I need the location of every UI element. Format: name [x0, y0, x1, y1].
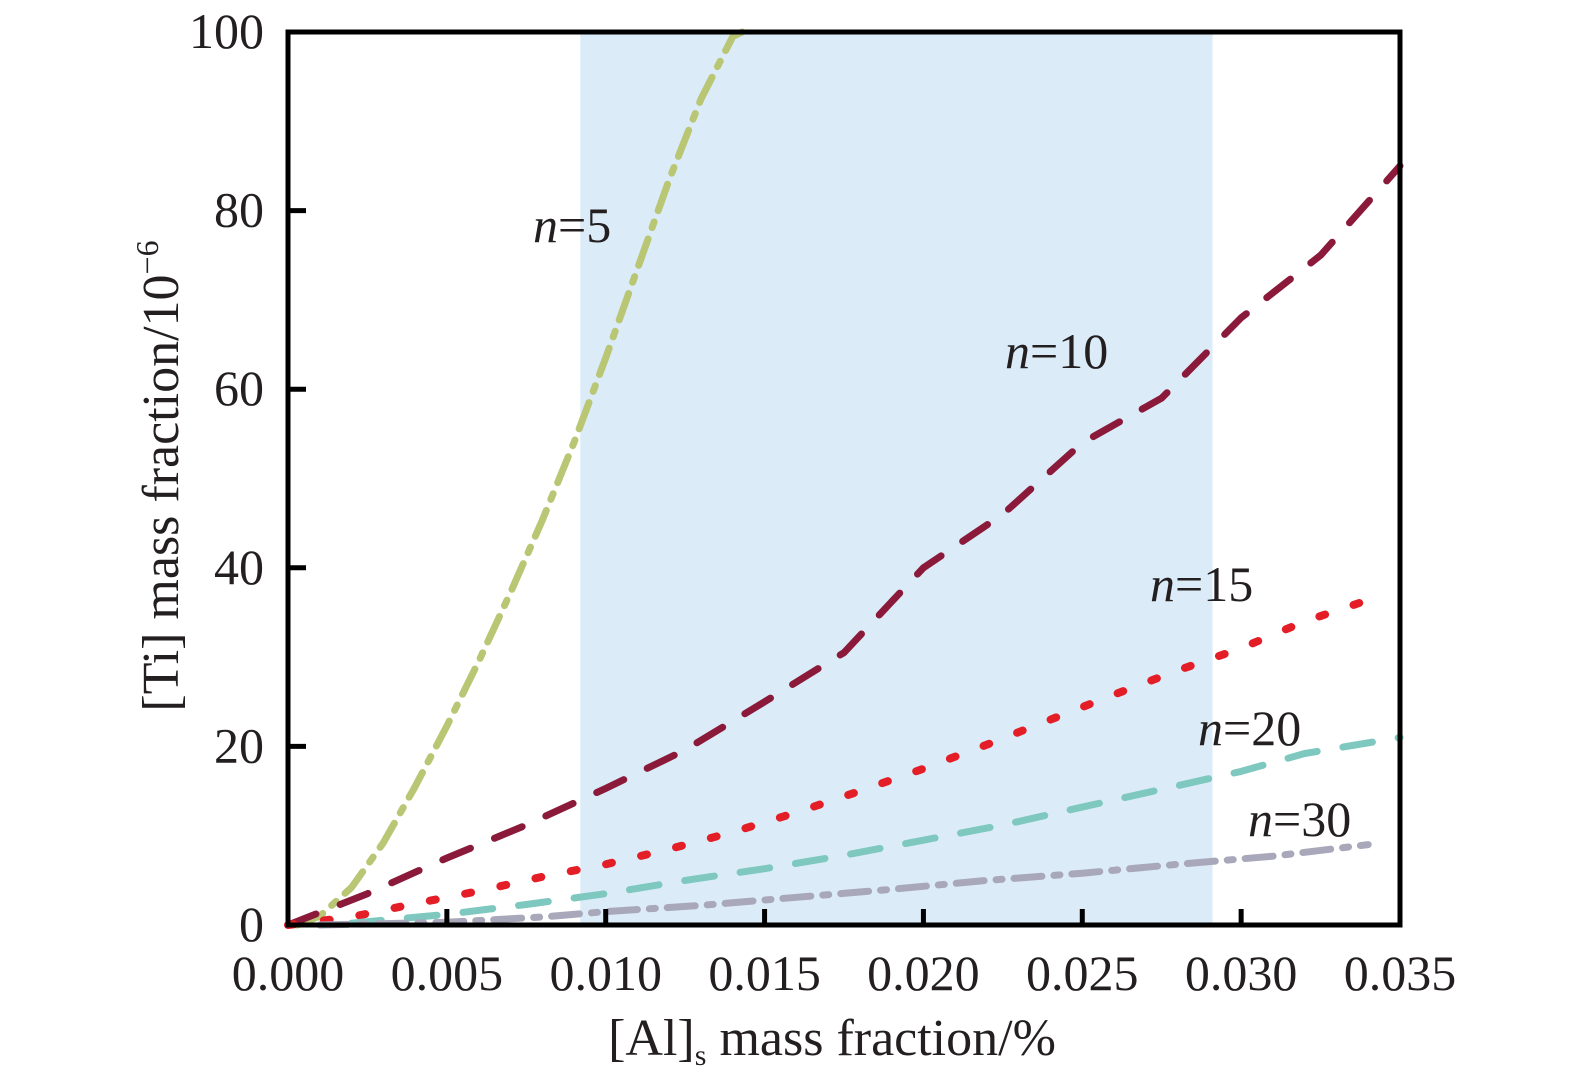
y-tick-label: 0: [239, 896, 264, 952]
series-label-1: n=10: [1005, 323, 1108, 379]
series-label-value: =10: [1030, 323, 1108, 379]
series-line-3: [348, 734, 1404, 927]
series-label-value: =30: [1273, 791, 1351, 847]
y-axis-label-superscript: −6: [129, 240, 165, 274]
x-axis-label-prefix: [Al]: [608, 1010, 695, 1067]
series-label-layer: n=5n=10n=15n=20n=30: [533, 197, 1351, 847]
highlight-band-layer: [580, 32, 1213, 925]
x-axis-label-suffix: mass fraction/%: [706, 1010, 1055, 1067]
x-tick-label: 0.010: [549, 945, 662, 1001]
series-label-var: n: [533, 197, 558, 253]
x-tick-label: 0.005: [391, 945, 504, 1001]
series-label-value: =15: [1175, 556, 1253, 612]
series-label-var: n: [1150, 556, 1175, 612]
highlight-band: [580, 32, 1213, 925]
x-tick-label: 0.000: [232, 945, 345, 1001]
y-axis-label: [Ti] mass fraction/10−6: [129, 240, 190, 711]
series-label-var: n: [1198, 700, 1223, 756]
series-line-4: [316, 841, 1372, 929]
x-axis-label-subscript: s: [695, 1039, 707, 1072]
series-label-value: =20: [1223, 700, 1301, 756]
plot-frame: [285, 29, 1403, 928]
series-label-2: n=15: [1150, 556, 1253, 612]
series-line-0: [294, 28, 746, 929]
series-label-3: n=20: [1198, 700, 1301, 756]
series-label-0: n=5: [533, 197, 611, 253]
x-tick-label: 0.020: [867, 945, 980, 1001]
series-label-var: n: [1005, 323, 1030, 379]
y-tick-label: 60: [214, 360, 264, 416]
y-tick-label: 80: [214, 182, 264, 238]
x-axis-label: [Al]s mass fraction/%: [608, 1010, 1056, 1072]
y-tick-label: 40: [214, 539, 264, 595]
x-tick-label: 0.035: [1344, 945, 1457, 1001]
tick-layer: 0.000 0.005 0.010 0.015 0.020 0.025 0.030 0.035…: [189, 3, 1456, 1001]
series-label-4: n=30: [1248, 791, 1351, 847]
y-tick-label: 20: [214, 717, 264, 773]
y-axis-label-prefix: [Ti] mass fraction/10: [133, 274, 190, 711]
series-layer: [284, 28, 1404, 929]
series-line-2: [284, 590, 1389, 929]
series-label-var: n: [1248, 791, 1273, 847]
x-tick-label: 0.015: [708, 945, 821, 1001]
series-label-value: =5: [558, 197, 611, 253]
y-tick-label: 100: [189, 3, 264, 59]
x-tick-label: 0.025: [1026, 945, 1139, 1001]
x-tick-label: 0.030: [1185, 945, 1298, 1001]
series-line-1: [284, 162, 1404, 929]
